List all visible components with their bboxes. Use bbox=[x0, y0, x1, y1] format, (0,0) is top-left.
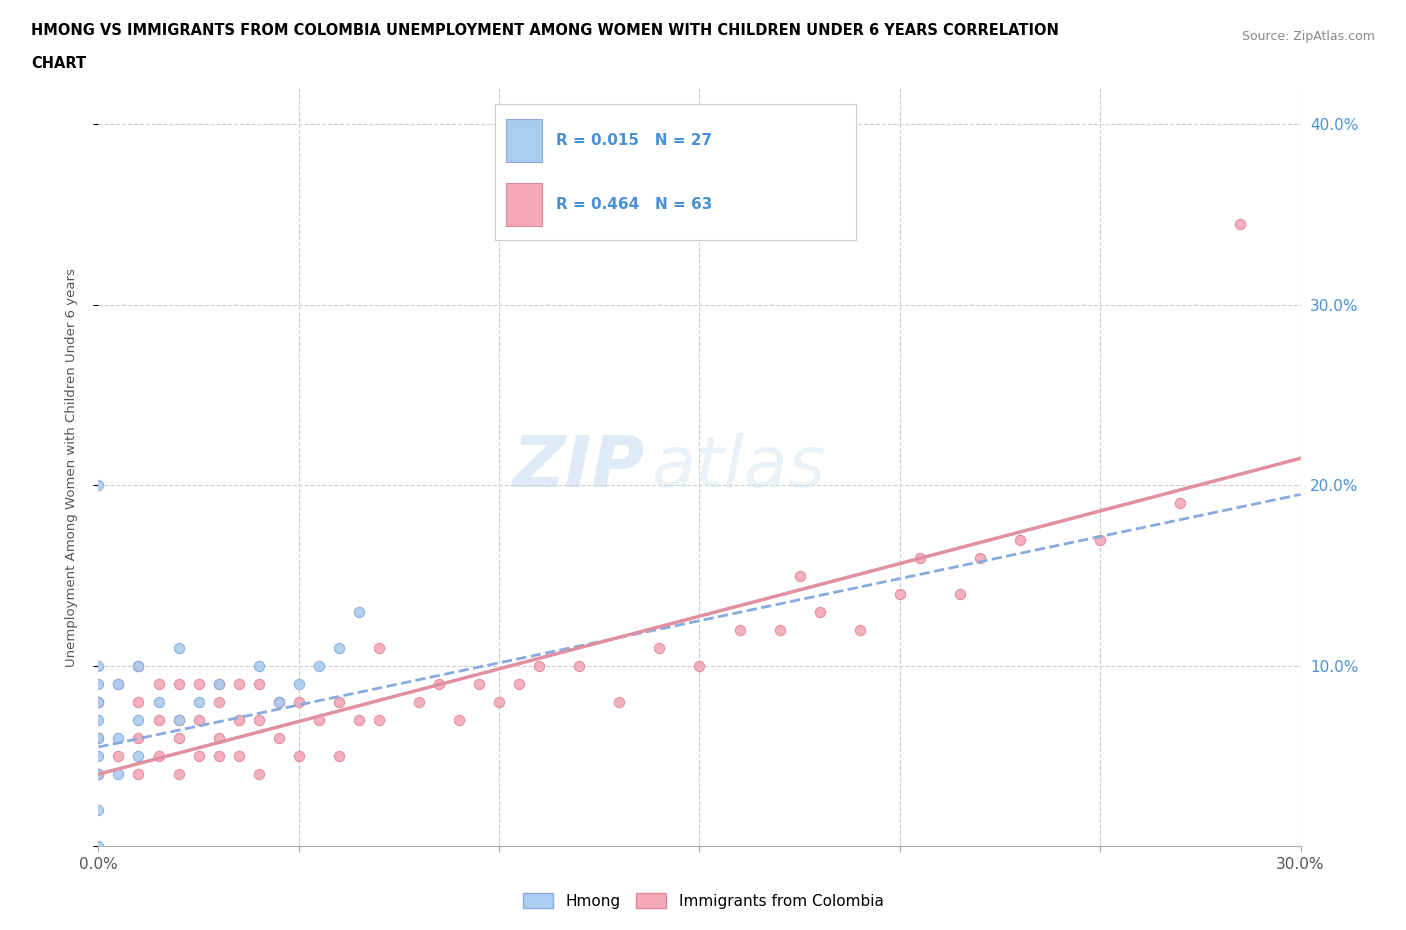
Text: Source: ZipAtlas.com: Source: ZipAtlas.com bbox=[1241, 30, 1375, 43]
Point bbox=[347, 712, 370, 727]
Point bbox=[949, 586, 972, 601]
Point bbox=[488, 695, 510, 710]
Point bbox=[247, 712, 270, 727]
Point bbox=[288, 676, 311, 691]
Point bbox=[328, 749, 350, 764]
Point bbox=[167, 676, 190, 691]
Point bbox=[87, 676, 110, 691]
Point bbox=[328, 695, 350, 710]
Point bbox=[1229, 217, 1251, 232]
Point bbox=[267, 731, 290, 746]
Point bbox=[769, 622, 792, 637]
Point bbox=[87, 731, 110, 746]
Point bbox=[1010, 532, 1032, 547]
Point bbox=[208, 731, 231, 746]
Point bbox=[648, 641, 671, 656]
Point bbox=[167, 731, 190, 746]
Point bbox=[167, 641, 190, 656]
Point bbox=[288, 749, 311, 764]
Point bbox=[508, 676, 530, 691]
Point bbox=[167, 712, 190, 727]
Point bbox=[308, 658, 330, 673]
Point bbox=[148, 749, 170, 764]
Text: atlas: atlas bbox=[651, 432, 825, 502]
Point bbox=[148, 695, 170, 710]
Point bbox=[408, 695, 430, 710]
Point bbox=[187, 695, 209, 710]
Point bbox=[187, 712, 209, 727]
Point bbox=[128, 658, 150, 673]
Point bbox=[308, 712, 330, 727]
Point bbox=[267, 695, 290, 710]
Point bbox=[849, 622, 872, 637]
Point bbox=[969, 551, 991, 565]
Point bbox=[1088, 532, 1111, 547]
Point bbox=[368, 641, 391, 656]
Point bbox=[529, 658, 551, 673]
Point bbox=[468, 676, 491, 691]
Point bbox=[609, 695, 631, 710]
Point bbox=[427, 676, 450, 691]
Point bbox=[87, 766, 110, 781]
Point bbox=[689, 658, 711, 673]
Point bbox=[148, 712, 170, 727]
Point bbox=[247, 658, 270, 673]
Point bbox=[87, 749, 110, 764]
Text: CHART: CHART bbox=[31, 56, 86, 71]
Legend: Hmong, Immigrants from Colombia: Hmong, Immigrants from Colombia bbox=[516, 886, 890, 915]
Point bbox=[87, 839, 110, 854]
Point bbox=[128, 695, 150, 710]
Point bbox=[87, 695, 110, 710]
Point bbox=[87, 695, 110, 710]
Point bbox=[368, 712, 391, 727]
Point bbox=[208, 695, 231, 710]
Point bbox=[187, 676, 209, 691]
Point bbox=[288, 695, 311, 710]
Point bbox=[208, 676, 231, 691]
Point bbox=[148, 676, 170, 691]
Point bbox=[328, 641, 350, 656]
Point bbox=[87, 658, 110, 673]
Point bbox=[107, 749, 129, 764]
Point bbox=[87, 731, 110, 746]
Point bbox=[167, 766, 190, 781]
Point bbox=[87, 712, 110, 727]
Point bbox=[568, 658, 591, 673]
Point bbox=[228, 749, 250, 764]
Point bbox=[128, 766, 150, 781]
Point bbox=[228, 712, 250, 727]
Point bbox=[728, 622, 751, 637]
Point bbox=[107, 731, 129, 746]
Point bbox=[128, 712, 150, 727]
Point bbox=[208, 749, 231, 764]
Point bbox=[208, 676, 231, 691]
Point bbox=[128, 731, 150, 746]
Point bbox=[347, 604, 370, 619]
Point bbox=[107, 676, 129, 691]
Point bbox=[808, 604, 831, 619]
Point bbox=[789, 568, 811, 583]
Text: ZIP: ZIP bbox=[513, 432, 645, 502]
Point bbox=[107, 676, 129, 691]
Point bbox=[447, 712, 470, 727]
Point bbox=[87, 478, 110, 493]
Point bbox=[1170, 496, 1192, 511]
Point bbox=[87, 803, 110, 817]
Text: HMONG VS IMMIGRANTS FROM COLOMBIA UNEMPLOYMENT AMONG WOMEN WITH CHILDREN UNDER 6: HMONG VS IMMIGRANTS FROM COLOMBIA UNEMPL… bbox=[31, 23, 1059, 38]
Point bbox=[228, 676, 250, 691]
Point bbox=[889, 586, 911, 601]
Point bbox=[187, 749, 209, 764]
Point bbox=[247, 766, 270, 781]
Point bbox=[107, 766, 129, 781]
Point bbox=[247, 676, 270, 691]
Point bbox=[167, 712, 190, 727]
Point bbox=[128, 658, 150, 673]
Point bbox=[267, 695, 290, 710]
Point bbox=[87, 766, 110, 781]
Point bbox=[908, 551, 931, 565]
Y-axis label: Unemployment Among Women with Children Under 6 years: Unemployment Among Women with Children U… bbox=[65, 268, 77, 667]
Point bbox=[128, 749, 150, 764]
